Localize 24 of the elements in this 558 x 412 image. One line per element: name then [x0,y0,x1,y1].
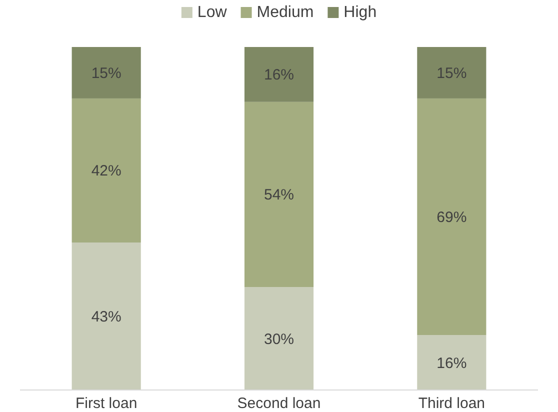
bar [72,98,141,243]
data-label: 15% [436,64,467,82]
bar [244,287,314,390]
x-tick-label: Second loan [237,395,321,412]
bar [244,102,314,288]
bar [244,47,314,102]
bar [417,47,486,98]
data-label: 30% [264,330,294,348]
legend-label: Medium [256,4,314,21]
legend-label: High [344,4,377,21]
data-label: 16% [436,354,467,372]
data-label: 43% [91,308,122,326]
bar [72,47,141,98]
x-tick-label: First loan [75,395,138,412]
data-label: 15% [91,64,122,82]
bar [417,335,486,390]
legend-label: Low [197,4,228,21]
data-label: 54% [264,186,294,204]
data-label: 69% [436,209,467,226]
data-label: 16% [264,66,294,84]
bar [417,98,486,336]
bar [72,242,141,390]
x-tick-label: Third loan [418,395,486,412]
data-label: 42% [91,162,122,180]
